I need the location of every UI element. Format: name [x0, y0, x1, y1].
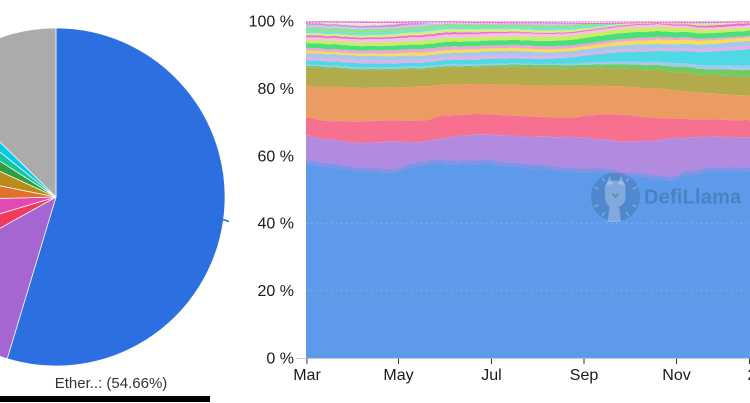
svg-text:Sep: Sep [570, 367, 599, 384]
svg-text:80 %: 80 % [258, 81, 294, 98]
svg-text:Nov: Nov [662, 367, 690, 384]
svg-text:DefiLlama: DefiLlama [644, 187, 742, 209]
svg-text:100 %: 100 % [249, 14, 294, 31]
svg-text:0 %: 0 % [266, 351, 294, 368]
svg-text:20 %: 20 % [258, 283, 294, 300]
svg-text:May: May [383, 367, 413, 384]
svg-text:60 %: 60 % [258, 148, 294, 165]
svg-text:Mar: Mar [293, 367, 321, 384]
svg-text:Jul: Jul [481, 367, 501, 384]
svg-text:Ether..: (54.66%): Ether..: (54.66%) [55, 375, 168, 392]
svg-text:2: 2 [748, 367, 750, 384]
svg-text:40 %: 40 % [258, 216, 294, 233]
